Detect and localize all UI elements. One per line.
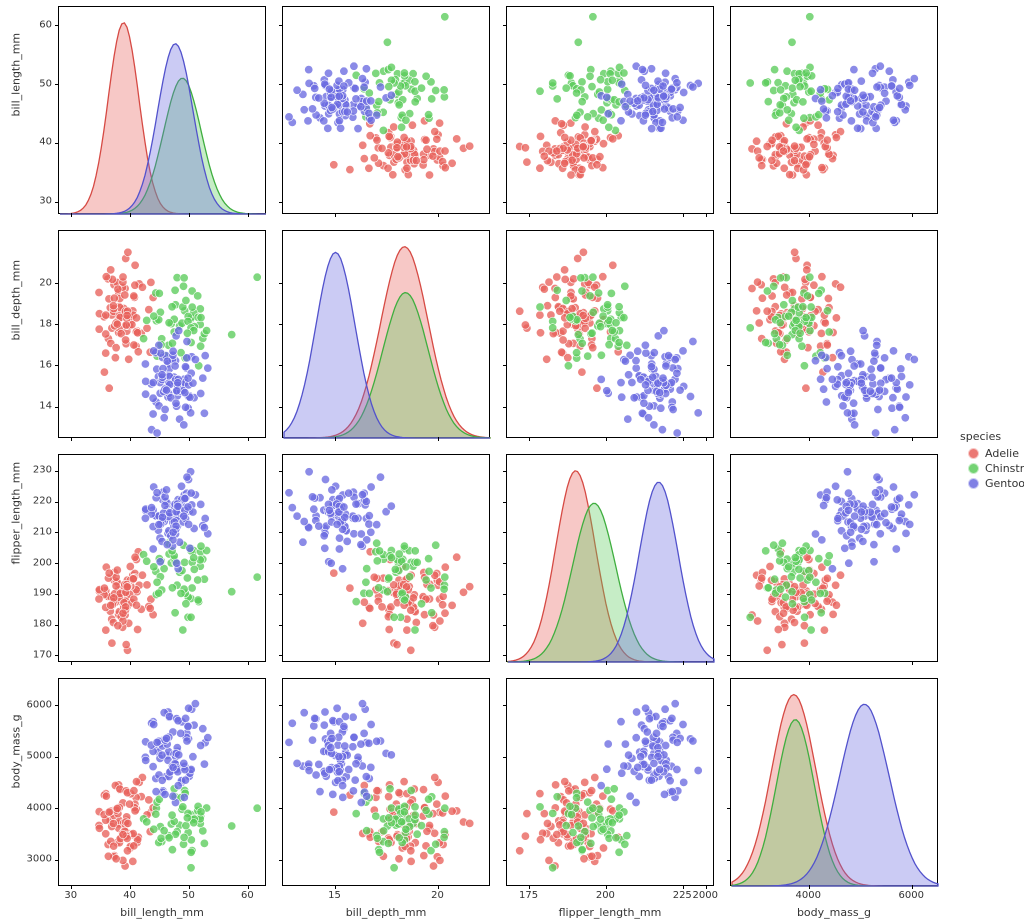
panel-r0-c0 (58, 6, 266, 214)
ytick: 210 (24, 526, 52, 537)
ytick: 40 (24, 137, 52, 148)
panel-r3-c0 (58, 678, 266, 886)
ytick: 14 (24, 401, 52, 412)
ylabel-bill_length_mm: bill_length_mm (10, 101, 23, 117)
xlabel-bill_length_mm: bill_length_mm (58, 906, 266, 919)
xtick: 60 (241, 890, 254, 901)
ytick: 16 (24, 359, 52, 370)
ytick: 6000 (24, 699, 52, 710)
legend-label: Gentoo (985, 477, 1024, 490)
ylabel-bill_depth_mm: bill_depth_mm (10, 325, 23, 341)
ytick: 5000 (24, 751, 52, 762)
panel-r2-c2 (506, 454, 714, 662)
legend-item-gentoo: Gentoo (968, 477, 1024, 490)
xtick: 2000 (693, 890, 718, 901)
ytick: 18 (24, 318, 52, 329)
ytick: 4000 (24, 802, 52, 813)
panel-r3-c2 (506, 678, 714, 886)
panel-r2-c3 (730, 454, 938, 662)
panel-r1-c0 (58, 230, 266, 438)
ytick: 200 (24, 557, 52, 568)
xlabel-flipper_length_mm: flipper_length_mm (506, 906, 714, 919)
ytick: 60 (24, 19, 52, 30)
panel-r2-c1 (282, 454, 490, 662)
ytick: 50 (24, 78, 52, 89)
ylabel-flipper_length_mm: flipper_length_mm (10, 549, 23, 565)
legend-item-adelie: Adelie (968, 447, 1024, 460)
legend-item-chinstrap: Chinstrap (968, 462, 1024, 475)
xtick: 175 (519, 890, 538, 901)
panel-r1-c1 (282, 230, 490, 438)
panel-r1-c3 (730, 230, 938, 438)
xtick: 40 (123, 890, 136, 901)
panel-r2-c0 (58, 454, 266, 662)
panel-r0-c1 (282, 6, 490, 214)
ytick: 190 (24, 588, 52, 599)
xtick: 30 (64, 890, 77, 901)
legend: species Adelie Chinstrap Gentoo (960, 430, 1024, 492)
panel-r0-c3 (730, 6, 938, 214)
xtick: 4000 (796, 890, 821, 901)
xlabel-body_mass_g: body_mass_g (730, 906, 938, 919)
panel-r1-c2 (506, 230, 714, 438)
pairplot-figure: bill_length_mm 30 40 50 60 bill_depth_mm 14 16 1… (0, 0, 1024, 918)
ytick: 170 (24, 649, 52, 660)
panel-r3-c3 (730, 678, 938, 886)
legend-title: species (960, 430, 1024, 443)
kde-gentoo (60, 44, 266, 214)
panel-r3-c1 (282, 678, 490, 886)
xlabel-bill_depth_mm: bill_depth_mm (282, 906, 490, 919)
xtick: 50 (182, 890, 195, 901)
ytick: 230 (24, 465, 52, 476)
xtick: 225 (673, 890, 692, 901)
ytick: 220 (24, 496, 52, 507)
ytick: 180 (24, 619, 52, 630)
legend-label: Adelie (985, 447, 1019, 460)
ytick: 30 (24, 196, 52, 207)
ytick: 20 (24, 277, 52, 288)
legend-label: Chinstrap (985, 462, 1024, 475)
legend-marker-icon (968, 463, 979, 474)
xtick: 6000 (899, 890, 924, 901)
xtick: 20 (431, 890, 444, 901)
panel-r0-c2 (506, 6, 714, 214)
legend-marker-icon (968, 478, 979, 489)
xtick: 15 (328, 890, 341, 901)
legend-marker-icon (968, 448, 979, 459)
xtick: 200 (596, 890, 615, 901)
ytick: 3000 (24, 854, 52, 865)
ylabel-body_mass_g: body_mass_g (10, 773, 23, 789)
